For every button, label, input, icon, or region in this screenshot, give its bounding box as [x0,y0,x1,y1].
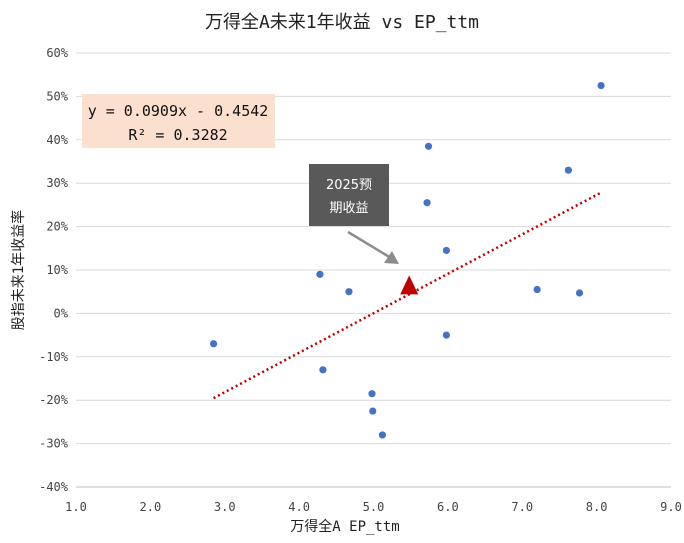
y-axis-ticks: 60% 50% 40% 30% 20% 10% 0% -10% -20% -30% -40% [39,46,69,494]
y-tick-label: -30% [39,437,69,451]
data-point [597,81,605,90]
r-squared: R² = 0.3282 [128,126,227,144]
x-tick-label: 7.0 [511,500,533,514]
equation-box: y = 0.0909x - 0.4542 R² = 0.3282 [82,94,275,148]
highlight-point-2025 [400,275,419,295]
x-tick-label: 4.0 [288,500,310,514]
y-tick-label: -40% [39,480,69,494]
data-point [378,431,387,439]
x-tick-label: 1.0 [65,500,87,514]
data-point [369,407,377,415]
y-tick-label: -20% [39,393,69,407]
arrow-shaft [347,230,392,260]
annotation-box: 2025预 期收益 [309,164,389,226]
y-tick-label: 60% [46,46,68,60]
x-tick-label: 9.0 [660,500,682,514]
annotation-line-1: 2025预 [326,178,372,193]
data-point [575,289,584,297]
y-tick-label: 30% [46,176,68,190]
x-tick-label: 6.0 [437,500,459,514]
x-tick-label: 2.0 [140,500,162,514]
x-tick-label: 5.0 [363,500,385,514]
equation-line: y = 0.0909x - 0.4542 [88,102,269,120]
y-tick-label: 0% [54,306,69,320]
y-tick-label: 10% [46,263,68,277]
trendline [213,191,602,400]
data-point [442,246,450,255]
data-point [564,166,572,174]
data-point [316,270,324,278]
y-tick-label: -10% [39,350,69,364]
x-tick-label: 3.0 [214,500,236,514]
data-point [423,199,431,207]
y-tick-label: 40% [46,133,68,147]
x-tick-label: 8.0 [586,500,608,514]
data-points [209,81,605,439]
annotation-line-2: 期收益 [329,201,368,216]
y-axis-label: 股指未来1年收益率 [10,210,27,330]
equation-background [82,94,275,148]
annotation-background [309,164,389,226]
data-point [368,390,376,398]
y-tick-label: 50% [46,89,68,103]
x-axis-label: 万得全A EP_ttm [290,518,399,535]
x-axis-ticks: 1.0 2.0 3.0 4.0 5.0 6.0 7.0 8.0 9.0 [65,500,682,514]
arrow-head [384,251,399,264]
data-point [424,142,433,150]
y-tick-label: 20% [46,220,68,234]
data-point [442,331,450,339]
data-point [209,340,218,348]
annotation-arrow [347,230,399,264]
chart-title: 万得全A未来1年收益 vs EP_ttm [205,12,479,33]
data-point [345,288,353,296]
data-point [319,366,327,374]
data-point [533,285,541,294]
